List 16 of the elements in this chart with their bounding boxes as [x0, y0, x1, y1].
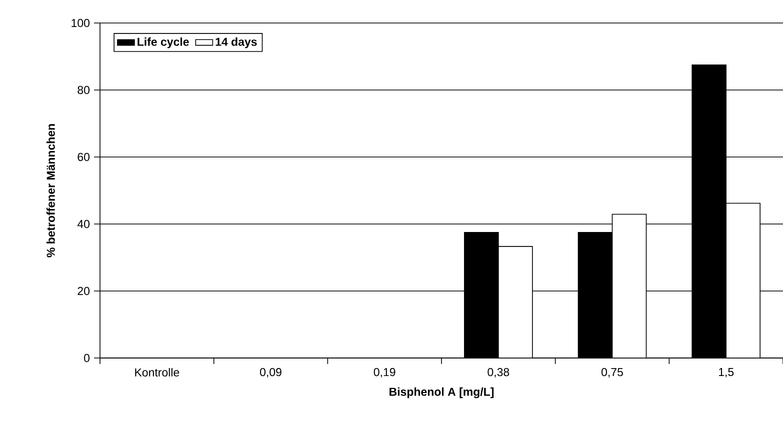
y-axis-title: % betroffener Männchen: [46, 124, 55, 258]
y-tick-label: 0: [84, 354, 90, 362]
y-tick-label: 100: [72, 18, 90, 28]
x-tick-label: 0,09: [260, 368, 282, 378]
x-tick-label: 0,19: [374, 368, 396, 378]
y-tick-label: 40: [77, 220, 90, 228]
x-tick-label: 1,5: [718, 368, 734, 378]
x-tick-label: Kontrolle: [135, 368, 180, 376]
legend-label: 14 days: [216, 37, 257, 48]
y-tick-label: 80: [78, 86, 90, 94]
x-tick-label: 0,38: [488, 368, 510, 378]
x-tick-label: 0,75: [602, 368, 623, 378]
y-tick-label: 20: [78, 286, 90, 296]
x-axis-title: Bisphenol A [mg/L]: [390, 387, 494, 398]
y-tick-label: 60: [78, 152, 90, 162]
legend-label: Life cycle: [138, 37, 189, 48]
